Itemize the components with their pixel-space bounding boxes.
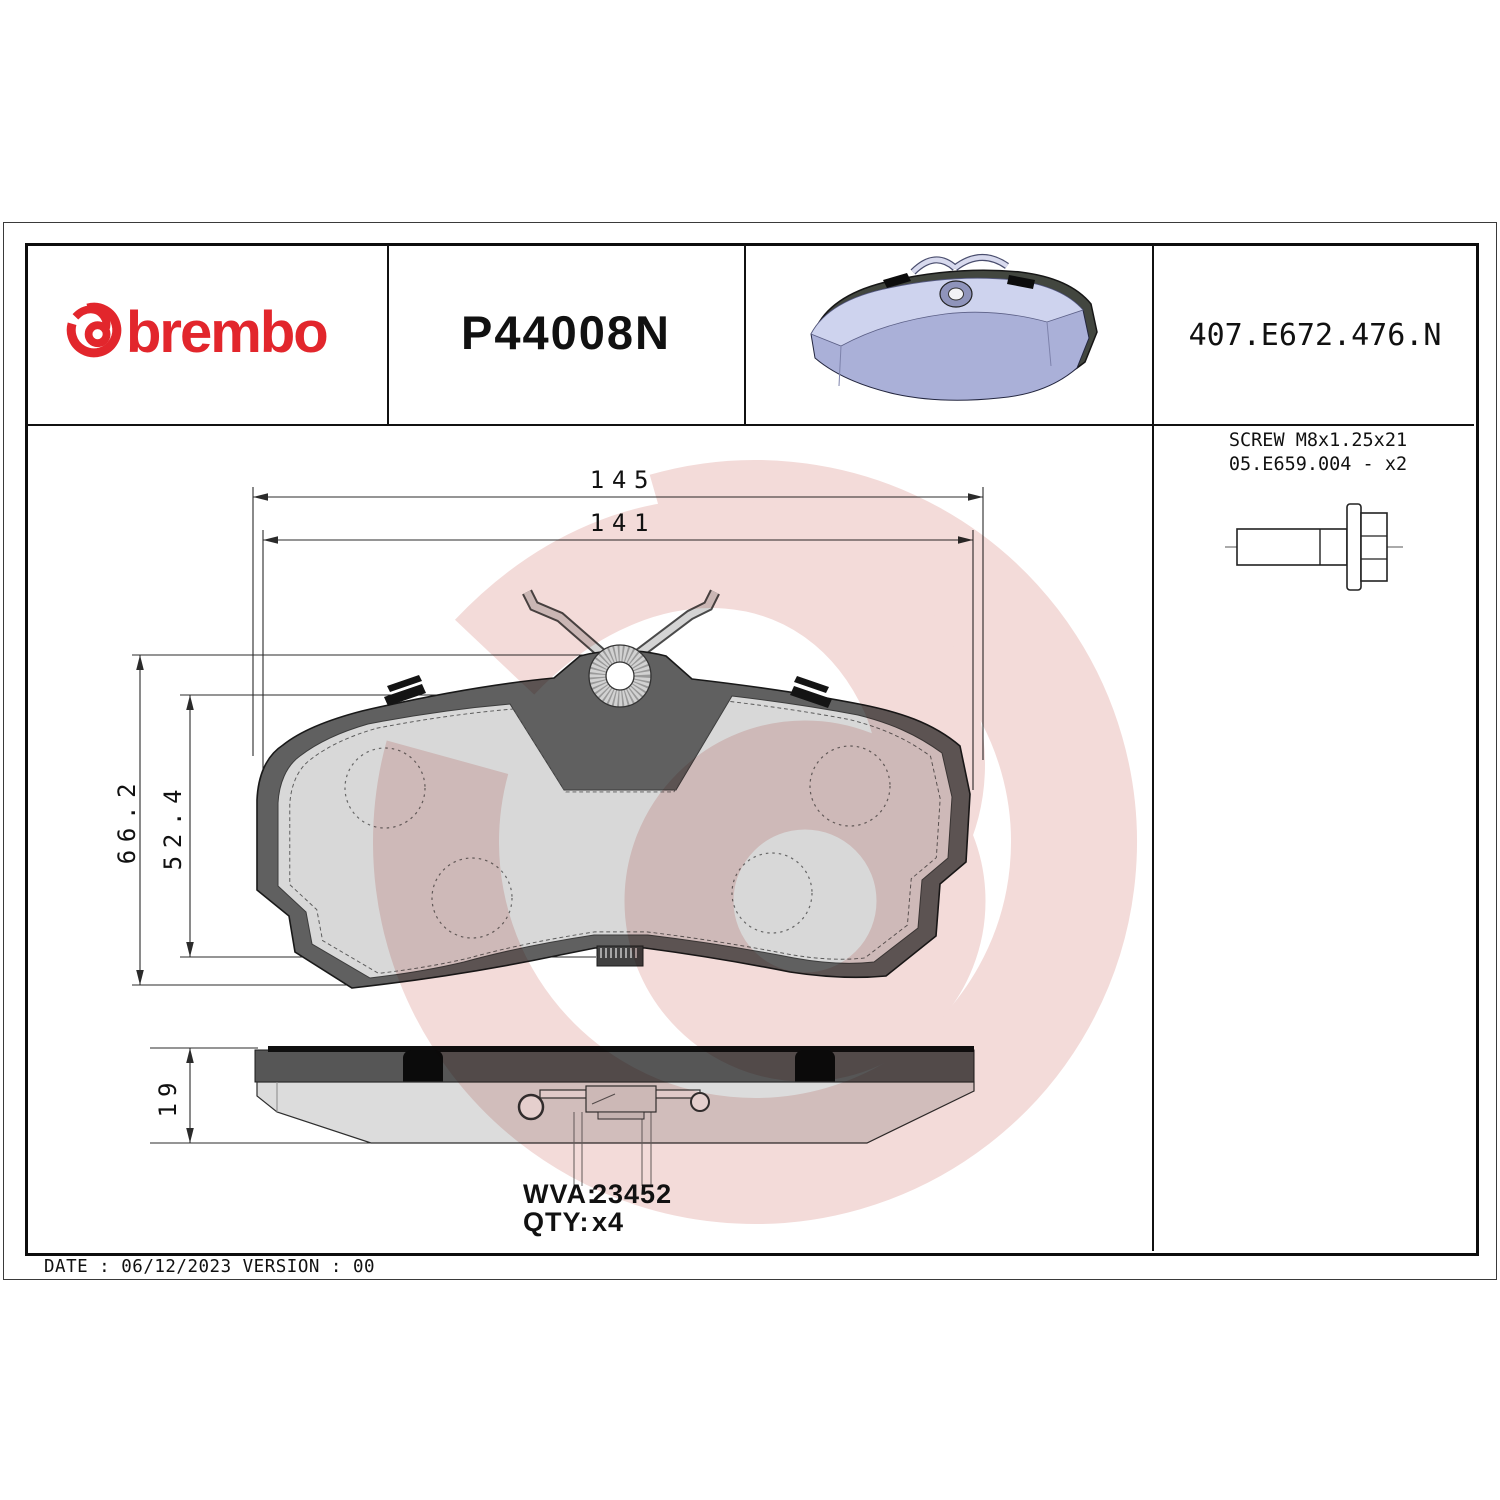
dim-thickness: 19: [154, 1076, 182, 1118]
abutment-tabs: [384, 675, 832, 708]
dim-height-inner: 52.4: [159, 781, 187, 871]
reference-code: 407.E672.476.N: [1188, 318, 1442, 353]
mount-ring: [588, 644, 652, 708]
pad-3d-render: [810, 254, 1098, 401]
screw-spec: SCREW M8x1.25x21: [1228, 430, 1408, 451]
dim-height-outer: 66.2: [113, 775, 141, 865]
header-divider-1: [387, 245, 389, 425]
header-divider-2: [744, 245, 746, 425]
date-version-line: DATE : 06/12/2023 VERSION : 00: [44, 1257, 376, 1277]
brand-wordmark: brembo: [126, 300, 329, 365]
dimension-arrowheads: [136, 493, 983, 1143]
part-number: P44008N: [461, 306, 671, 359]
brembo-logo-icon: [66, 302, 122, 358]
header-bottom-rule: [27, 424, 1474, 426]
wva-label: WVA:: [523, 1179, 597, 1209]
screw-drawing: [1225, 503, 1405, 591]
right-column-divider: [1152, 245, 1154, 1251]
dim-width-inner: 141: [589, 509, 657, 537]
qty-value: x4: [592, 1207, 625, 1237]
wva-value: 23452: [592, 1179, 673, 1209]
qty-label: QTY:: [523, 1207, 590, 1237]
page-inner-border: [25, 243, 1479, 1256]
page-outer-border: [3, 222, 1497, 1280]
dim-width-outer: 145: [589, 466, 657, 494]
screw-part-code: 05.E659.004 - x2: [1228, 454, 1408, 475]
